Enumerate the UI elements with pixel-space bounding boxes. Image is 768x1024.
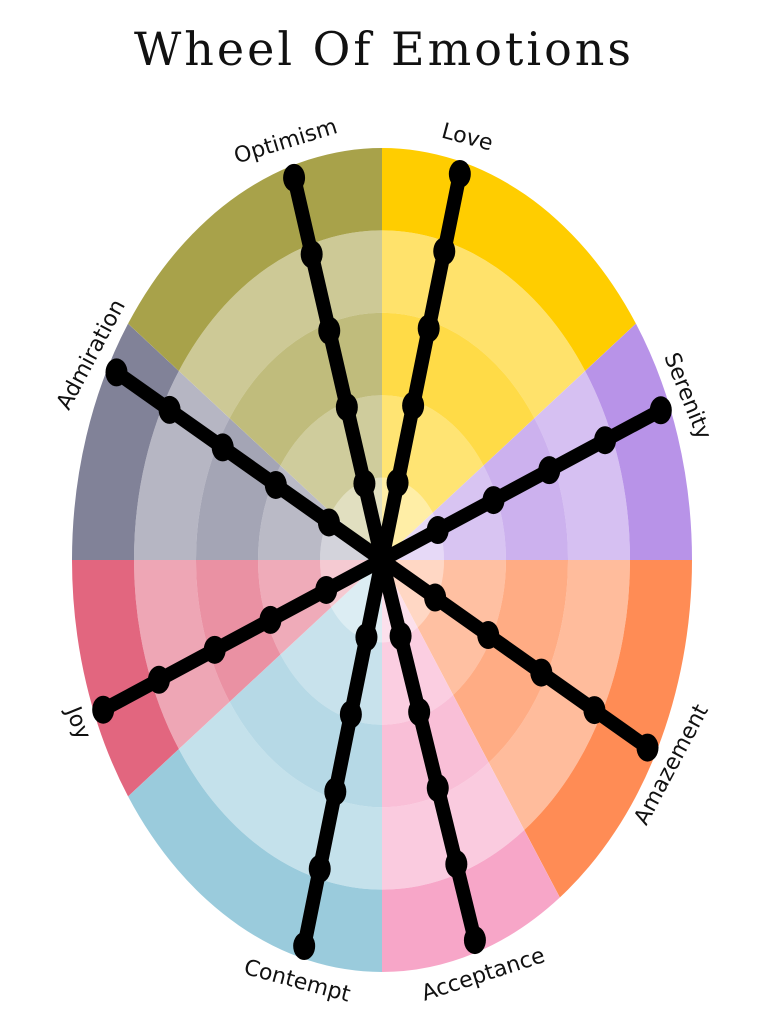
spoke-amazement [375,553,659,762]
sector-ring [134,370,230,560]
spoke-marker [445,850,468,879]
sector-amazement [382,560,692,898]
spoke-marker [583,696,606,725]
sector-ring [488,560,630,830]
spoke-marker [293,932,316,961]
spoke-marker [408,698,431,727]
spoke-optimism [283,163,389,567]
center-hub [373,551,391,569]
spoke-marker [463,926,486,955]
spoke-marker [283,163,306,192]
spoke-contempt [293,553,389,961]
sector-ring [229,312,382,466]
spoke-marker [448,159,471,188]
spoke-marker [353,469,376,498]
spoke-marker [433,237,456,266]
spoke-marker [203,635,226,664]
spoke-marker [211,433,234,462]
spoke-marker [105,358,128,387]
sector-ring [128,749,382,972]
spoke-marker [158,395,181,424]
spoke-marker [335,393,358,422]
spoke-marker [402,391,425,420]
spoke-marker [355,623,378,652]
spoke-acceptance [375,553,486,955]
chart-title: Wheel Of Emotions [133,22,635,76]
sector-ring [72,323,179,560]
sector-ring [534,370,630,560]
spoke-marker [308,854,331,883]
spoke-marker [264,470,287,499]
spoke-serenity [375,396,672,567]
spoke-marker [649,396,672,425]
spoke-marker [538,456,561,485]
spoke-marker [317,508,340,537]
spoke-marker [324,777,347,806]
sector-ring [382,148,636,371]
spoke-admiration [105,358,389,567]
spoke-marker [300,240,323,269]
spoke-marker [417,314,440,343]
spoke-marker [339,700,362,729]
spoke-marker [636,733,659,762]
spoke-marker [315,575,338,604]
axis-label-love: Love [439,119,496,157]
spoke-marker [482,486,505,515]
spoke-marker [389,622,412,651]
axis-label-joy: Joy [59,702,95,744]
sector-ring [134,560,230,750]
spoke-marker [259,605,282,634]
spoke-marker [424,583,447,612]
spoke-marker [318,316,341,345]
sector-ring [585,323,692,560]
spoke-marker [594,426,617,455]
sector-ring [524,560,692,898]
spoke-marker [426,774,449,803]
sector-ring [72,560,179,797]
spoke-marker [426,516,449,545]
sector-ring [453,560,568,763]
spoke-marker [386,468,409,497]
sector-ring [178,230,382,419]
spoke-marker [477,621,500,650]
spoke-marker [530,658,553,687]
spoke-marker [147,665,170,694]
spoke-joy [92,553,389,724]
sector-ring [128,148,382,371]
spoke-marker [92,695,115,724]
spoke-love [375,159,471,567]
